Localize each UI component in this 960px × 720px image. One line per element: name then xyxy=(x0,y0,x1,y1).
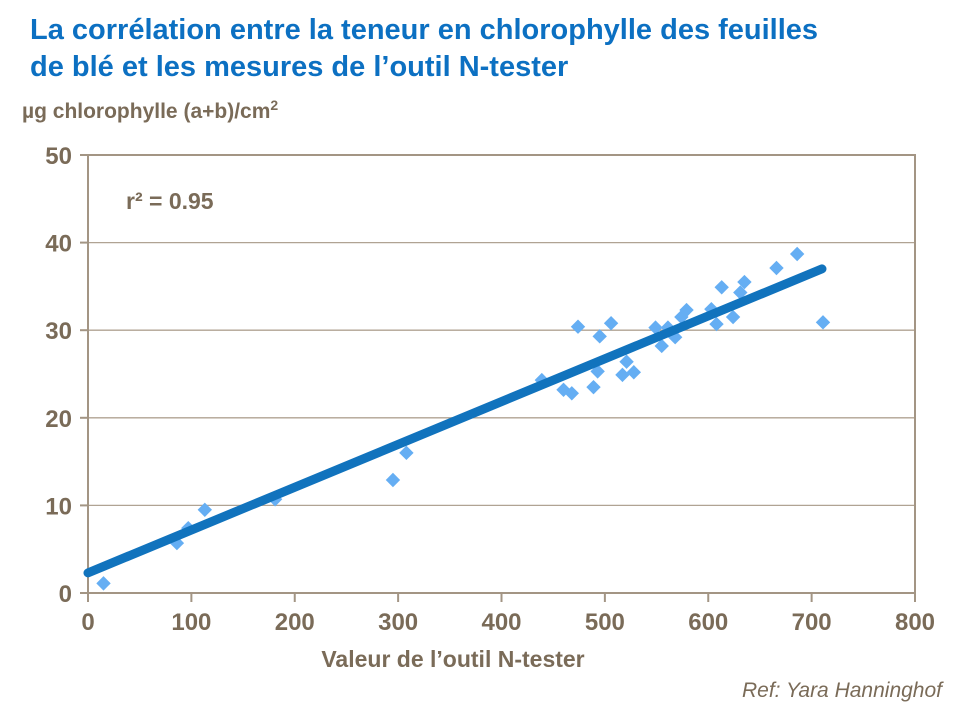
scatter-point xyxy=(704,301,719,317)
scatter-point xyxy=(592,329,607,344)
r-squared-annotation: r² = 0.95 xyxy=(126,188,214,214)
x-tick-label: 700 xyxy=(792,609,832,636)
y-tick-label: 40 xyxy=(45,231,72,258)
x-tick-label: 200 xyxy=(275,609,315,636)
scatter-point xyxy=(815,315,831,330)
scatter-point xyxy=(654,338,669,354)
scatter-point xyxy=(615,367,630,383)
scatter-point xyxy=(725,309,741,325)
y-tick-label: 20 xyxy=(45,406,72,433)
scatter-point xyxy=(590,364,605,379)
scatter-point xyxy=(679,302,694,318)
scatter-point xyxy=(626,365,642,380)
x-tick-label: 600 xyxy=(688,609,728,636)
scatter-point xyxy=(737,274,752,290)
scatter-point xyxy=(619,354,634,369)
x-tick-label: 100 xyxy=(171,609,211,636)
x-tick-label: 0 xyxy=(81,609,94,636)
scatter-point xyxy=(769,260,784,276)
x-tick-label: 500 xyxy=(585,609,625,636)
scatter-point xyxy=(399,445,414,461)
scatter-point xyxy=(709,316,724,332)
scatter-point xyxy=(603,315,619,331)
scatter-point xyxy=(570,319,586,334)
x-tick-label: 300 xyxy=(378,609,418,636)
scatter-point xyxy=(733,285,748,300)
scatter-point xyxy=(96,576,111,591)
y-axis-title-superscript: 2 xyxy=(270,97,279,113)
y-tick-label: 10 xyxy=(45,493,72,520)
scatter-point xyxy=(674,309,689,325)
scatter-point xyxy=(667,330,683,345)
chart-title: La corrélation entre la teneur en chloro… xyxy=(30,14,819,84)
plot-border xyxy=(87,154,916,594)
y-tick-label: 50 xyxy=(45,143,72,170)
scatter-point xyxy=(789,246,805,262)
x-tick-label: 800 xyxy=(895,609,935,636)
trend-line xyxy=(83,264,827,578)
scatter-point xyxy=(197,502,213,517)
y-axis-title-text: µg chlorophylle (a+b)/cm xyxy=(22,100,271,123)
scatter-point xyxy=(385,472,401,488)
scatter-point xyxy=(586,379,601,395)
y-axis-title: µg chlorophylle (a+b)/cm2 xyxy=(22,97,278,124)
scatter-point xyxy=(648,320,663,335)
x-tick-label: 400 xyxy=(481,609,521,636)
y-tick-label: 30 xyxy=(45,318,72,345)
reference-credit: Ref: Yara Hanninghof xyxy=(741,679,942,702)
scatter-point xyxy=(564,386,579,401)
y-tick-label: 0 xyxy=(59,581,72,608)
x-axis-title: Valeur de l’outil N-tester xyxy=(321,646,585,672)
scatter-point xyxy=(714,280,729,295)
